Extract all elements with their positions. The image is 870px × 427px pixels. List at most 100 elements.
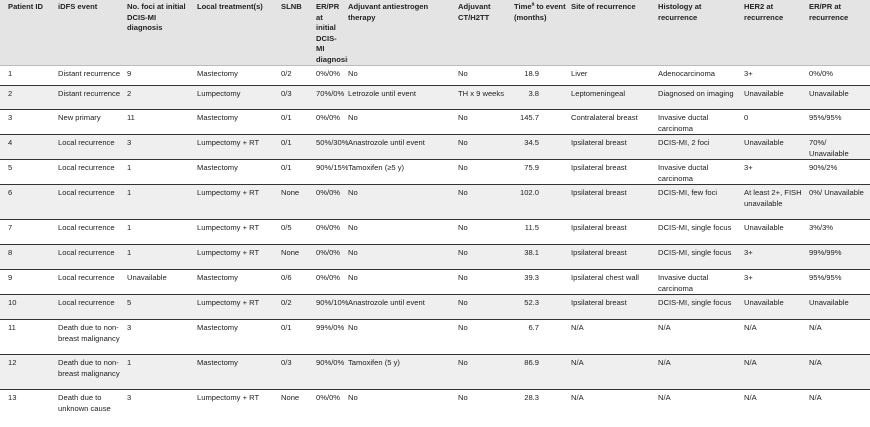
cell-local-treatment: Mastectomy: [197, 273, 238, 282]
cell-site-of-recurrence: N/A: [571, 393, 584, 402]
cell-site-of-recurrence: Ipsilateral breast: [571, 223, 627, 232]
cell-idfs-event: Death due to non-breast malignancy: [58, 323, 120, 343]
cell-site-of-recurrence: Ipsilateral breast: [571, 138, 627, 147]
cell-site-of-recurrence: N/A: [571, 323, 584, 332]
cell-er-pr-initial: 50%/30%: [316, 138, 348, 147]
cell-adjuvant-antiestrogen: No: [348, 69, 358, 78]
table-row: 12 Death due to non-breast malignancy 1 Mas…: [0, 354, 870, 390]
table-row: 10 Local recurrence 5 Lumpectomy + RT 0/2 90%…: [0, 294, 870, 320]
cell-adjuvant-ct-h2tt: No: [458, 69, 468, 78]
cell-adjuvant-ct-h2tt: No: [458, 298, 468, 307]
cell-local-treatment: Mastectomy: [197, 323, 238, 332]
cell-er-pr-recurrence: Unavailable: [809, 298, 849, 307]
cell-patient-id: 10: [8, 298, 17, 307]
cell-foci-count: 3: [127, 138, 132, 147]
cell-her2: N/A: [744, 323, 757, 332]
cell-local-treatment: Lumpectomy: [197, 89, 241, 98]
header-foci-count: No. foci at initial DCIS-MI diagnosis: [127, 0, 197, 66]
cell-her2: Unavailable: [744, 138, 784, 147]
cell-slnb: 0/6: [281, 273, 292, 282]
cell-histology: DCIS-MI, few foci: [658, 188, 718, 197]
table-row: 9 Local recurrence Unavailable Mastectomy 0/…: [0, 269, 870, 295]
cell-site-of-recurrence: Ipsilateral breast: [571, 188, 627, 197]
cell-patient-id: 5: [8, 163, 13, 172]
cell-time-to-event: 28.3: [524, 393, 539, 402]
header-idfs-event: iDFS event: [58, 0, 127, 66]
cell-local-treatment: Mastectomy: [197, 358, 238, 367]
cell-slnb: 0/3: [281, 358, 292, 367]
cell-adjuvant-antiestrogen: No: [348, 323, 358, 332]
cell-idfs-event: Local recurrence: [58, 248, 115, 257]
table-row: 1 Distant recurrence 9 Mastectomy 0/2 0%/0% No…: [0, 66, 870, 86]
cell-slnb: None: [281, 248, 300, 257]
header-patient-id: Patient ID: [0, 0, 58, 66]
cell-patient-id: 9: [8, 273, 13, 282]
cell-er-pr-initial: 0%/0%: [316, 188, 341, 197]
cell-foci-count: 2: [127, 89, 132, 98]
cell-adjuvant-antiestrogen: No: [348, 188, 358, 197]
cell-slnb: 0/3: [281, 89, 292, 98]
cell-patient-id: 6: [8, 188, 13, 197]
cell-time-to-event: 18.9: [524, 69, 539, 78]
cell-slnb: 0/2: [281, 298, 292, 307]
header-er-pr-recurrence: ER/PR at recurrence: [809, 0, 870, 66]
cell-local-treatment: Lumpectomy + RT: [197, 393, 260, 402]
cell-histology: DCIS-MI, single focus: [658, 298, 732, 307]
cell-histology: Diagnosed on imaging: [658, 89, 734, 98]
header-local-treatment: Local treatment(s): [197, 0, 281, 66]
cell-adjuvant-antiestrogen: Anastrozole until event: [348, 298, 425, 307]
cell-histology: DCIS-MI, single focus: [658, 223, 732, 232]
table-row: 8 Local recurrence 1 Lumpectomy + RT None 0%/…: [0, 244, 870, 270]
cell-adjuvant-antiestrogen: No: [348, 393, 358, 402]
cell-site-of-recurrence: Liver: [571, 69, 588, 78]
cell-er-pr-recurrence: 95%/95%: [809, 273, 842, 282]
cell-er-pr-initial: 90%/10%: [316, 298, 348, 307]
cell-er-pr-recurrence: N/A: [809, 323, 822, 332]
cell-patient-id: 1: [8, 69, 13, 78]
cell-histology: N/A: [658, 358, 671, 367]
cell-adjuvant-ct-h2tt: No: [458, 113, 468, 122]
cell-adjuvant-antiestrogen: No: [348, 113, 358, 122]
cell-idfs-event: Distant recurrence: [58, 89, 121, 98]
cell-her2: N/A: [744, 393, 757, 402]
cell-idfs-event: Local recurrence: [58, 163, 115, 172]
cell-her2: Unavailable: [744, 298, 784, 307]
cell-her2: 3+: [744, 248, 753, 257]
cell-adjuvant-ct-h2tt: No: [458, 223, 468, 232]
cell-site-of-recurrence: Ipsilateral chest wall: [571, 273, 639, 282]
cell-er-pr-recurrence: 70%/ Unavailable: [809, 138, 849, 158]
cell-er-pr-recurrence: Unavailable: [809, 89, 849, 98]
cell-patient-id: 11: [8, 323, 16, 332]
cell-local-treatment: Lumpectomy + RT: [197, 223, 260, 232]
cell-patient-id: 3: [8, 113, 13, 122]
cell-foci-count: 3: [127, 393, 132, 402]
cell-her2: 0: [744, 113, 749, 122]
table-row: 4 Local recurrence 3 Lumpectomy + RT 0/1 50%/…: [0, 134, 870, 160]
cell-adjuvant-antiestrogen: No: [348, 273, 358, 282]
cell-er-pr-initial: 0%/0%: [316, 393, 341, 402]
cell-slnb: None: [281, 188, 300, 197]
cell-foci-count: 1: [127, 223, 132, 232]
table-row: 2 Distant recurrence 2 Lumpectomy 0/3 70%/0% L…: [0, 85, 870, 110]
cell-local-treatment: Mastectomy: [197, 69, 238, 78]
cell-local-treatment: Mastectomy: [197, 163, 238, 172]
header-adjuvant-ct-h2tt: Adjuvant CT/H2TT: [458, 0, 514, 66]
cell-er-pr-initial: 90%/15%: [316, 163, 348, 172]
cell-her2: At least 2+, FISH unavailable: [744, 188, 802, 208]
cell-site-of-recurrence: Ipsilateral breast: [571, 248, 627, 257]
cell-foci-count: 3: [127, 323, 132, 332]
cell-er-pr-recurrence: 90%/2%: [809, 163, 838, 172]
table-row: 13 Death due to unknown cause 3 Lumpectomy …: [0, 389, 870, 425]
cell-time-to-event: 11.5: [524, 223, 539, 232]
cell-er-pr-initial: 70%/0%: [316, 89, 345, 98]
cell-time-to-event: 38.1: [524, 248, 539, 257]
cell-adjuvant-ct-h2tt: No: [458, 248, 468, 257]
cell-idfs-event: Distant recurrence: [58, 69, 121, 78]
cell-adjuvant-ct-h2tt: No: [458, 393, 468, 402]
cell-patient-id: 13: [8, 393, 17, 402]
cell-adjuvant-ct-h2tt: No: [458, 163, 468, 172]
cell-histology: DCIS-MI, 2 foci: [658, 138, 710, 147]
cell-foci-count: 1: [127, 188, 132, 197]
cell-adjuvant-ct-h2tt: No: [458, 273, 468, 282]
cell-local-treatment: Mastectomy: [197, 113, 238, 122]
